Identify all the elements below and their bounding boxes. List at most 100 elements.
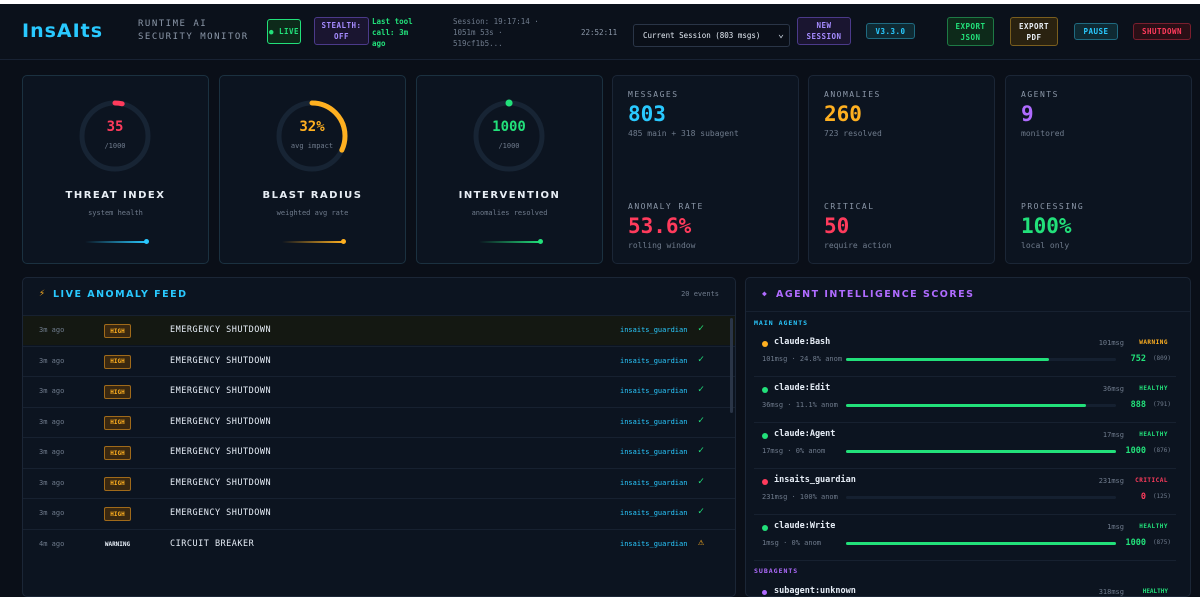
agent-row[interactable]: claude:Edit 36msg HEALTHY 36msg · 11.1% ano… xyxy=(754,379,1176,423)
feed-row[interactable]: 3m ago HIGH EMERGENCY SHUTDOWN insaits_guar… xyxy=(23,437,735,467)
agent-score-fill xyxy=(846,542,1116,545)
header-bar: InsAIts RUNTIME AI SECURITY MONITOR ● LI… xyxy=(0,4,1200,60)
feed-row-event: EMERGENCY SHUTDOWN xyxy=(170,508,272,518)
anomaly-rate-label: ANOMALY RATE xyxy=(628,202,704,211)
severity-badge: HIGH xyxy=(104,507,131,521)
feed-row[interactable]: 3m ago HIGH EMERGENCY SHUTDOWN insaits_guar… xyxy=(23,498,735,528)
agent-row[interactable]: claude:Bash 101msg WARNING 101msg · 24.8% a… xyxy=(754,333,1176,377)
anomaly-feed-title: LIVE ANOMALY FEED xyxy=(53,289,188,300)
agent-meta: 36msg · 11.1% anom xyxy=(762,401,838,409)
feed-row[interactable]: 3m ago HIGH EMERGENCY SHUTDOWN insaits_guar… xyxy=(23,345,735,376)
stealth-toggle-button[interactable]: STEALTH: OFF xyxy=(314,17,369,45)
subagent-row[interactable]: subagent:unknown 318msg HEALTHY xyxy=(754,582,1176,596)
agent-status-dot xyxy=(762,479,768,485)
blast-radius-title: BLAST RADIUS xyxy=(262,190,363,201)
pause-button[interactable]: PAUSE xyxy=(1074,23,1118,40)
anomaly-rate-value: 53.6% xyxy=(628,214,692,238)
messages-sub: 485 main + 318 subagent xyxy=(628,129,739,138)
agent-msgs: 101msg xyxy=(1098,339,1124,347)
check-icon: ✓ xyxy=(698,384,705,395)
intervention-sub: /1000 xyxy=(498,142,520,150)
feed-row-event: EMERGENCY SHUTDOWN xyxy=(170,447,272,457)
agent-status: HEALTHY xyxy=(1139,523,1168,530)
app-subtitle: RUNTIME AI SECURITY MONITOR xyxy=(138,18,249,44)
check-icon: ✓ xyxy=(698,506,705,517)
feed-row-source[interactable]: insaits_guardian xyxy=(620,448,688,456)
intervention-desc: anomalies resolved xyxy=(471,209,548,217)
feed-row-source[interactable]: insaits_guardian xyxy=(620,356,688,365)
anomalies-value: 260 xyxy=(824,102,862,126)
shutdown-button[interactable]: SHUTDOWN xyxy=(1133,23,1191,40)
check-icon: ✓ xyxy=(698,414,705,426)
intervention-value: 1000 xyxy=(492,119,526,135)
anomaly-feed-panel: ⚡ LIVE ANOMALY FEED 20 events 3m ago HIGH… xyxy=(22,277,736,597)
agent-status: HEALTHY xyxy=(1139,431,1168,438)
feed-row-time: 3m ago xyxy=(39,417,65,426)
feed-row[interactable]: 3m ago HIGH EMERGENCY SHUTDOWN insaits_guar… xyxy=(23,406,735,437)
severity-badge: HIGH xyxy=(104,446,131,460)
feed-row-source[interactable]: insaits_guardian xyxy=(620,387,688,395)
agent-meta: 1msg · 0% anom xyxy=(762,539,822,547)
severity-badge: HIGH xyxy=(104,415,131,430)
agent-status: HEALTHY xyxy=(1139,385,1168,392)
feed-row[interactable]: 4m ago WARNING CIRCUIT BREAKER insaits_guar… xyxy=(23,528,735,559)
gauge-track xyxy=(473,100,545,172)
severity-badge: HIGH xyxy=(104,324,131,338)
feed-row-time: 3m ago xyxy=(39,478,65,487)
agent-status: CRITICAL xyxy=(1135,477,1168,484)
session-select-value: Current Session (803 msgs) xyxy=(643,31,761,40)
anomaly-rate-sub: rolling window xyxy=(628,241,696,250)
threat-index-sub: /1000 xyxy=(104,142,126,150)
agent-score: 1000 xyxy=(1125,446,1146,456)
agent-row[interactable]: claude:Agent 17msg HEALTHY 17msg · 0% anom 1… xyxy=(754,425,1176,469)
feed-row-source[interactable]: insaits_guardian xyxy=(620,326,688,334)
blast-radius-card: 32% avg impact BLAST RADIUS weighted avg… xyxy=(219,75,406,264)
agent-score-history: (125) xyxy=(1152,493,1171,500)
agent-name: claude:Write xyxy=(774,521,836,531)
feed-row[interactable]: 3m ago HIGH EMERGENCY SHUTDOWN insaits_guar… xyxy=(23,467,735,498)
agent-msgs: 17msg xyxy=(1102,431,1124,439)
feed-row[interactable]: 3m ago HIGH EMERGENCY SHUTDOWN insaits_guar… xyxy=(23,315,735,345)
feed-row-source[interactable]: insaits_guardian xyxy=(620,417,688,426)
feed-scrollbar[interactable] xyxy=(730,318,733,413)
feed-row-event: EMERGENCY SHUTDOWN xyxy=(170,416,272,427)
version-badge: V3.3.0 xyxy=(866,23,915,39)
top-border xyxy=(0,0,1200,4)
feed-row-source[interactable]: insaits_guardian xyxy=(620,509,688,517)
subtitle-line-2: SECURITY MONITOR xyxy=(138,32,249,42)
agent-meta: 17msg · 0% anom xyxy=(762,447,826,455)
agent-row[interactable]: insaits_guardian 231msg CRITICAL 231msg · 1… xyxy=(754,471,1176,515)
feed-row-event: CIRCUIT BREAKER xyxy=(170,538,255,549)
agent-score: 1000 xyxy=(1125,538,1146,548)
export-pdf-button[interactable]: EXPORT PDF xyxy=(1010,17,1058,46)
feed-row-time: 3m ago xyxy=(39,356,65,365)
check-icon: ✓ xyxy=(698,353,705,365)
processing-label: PROCESSING xyxy=(1021,202,1085,211)
processing-sub: local only xyxy=(1021,241,1070,250)
session-select[interactable]: Current Session (803 msgs) ⌄ xyxy=(633,24,790,47)
feed-row-source[interactable]: insaits_guardian xyxy=(620,539,688,548)
agent-score-bar xyxy=(846,542,1116,545)
intervention-title: INTERVENTION xyxy=(458,190,561,201)
check-icon: ✓ xyxy=(698,445,705,456)
agent-score-bar xyxy=(846,358,1116,361)
agent-score-bar xyxy=(846,496,1116,499)
feed-row-time: 3m ago xyxy=(39,509,65,517)
agent-row[interactable]: claude:Write 1msg HEALTHY 1msg · 0% anom 100… xyxy=(754,517,1176,561)
agent-score-fill xyxy=(846,404,1086,407)
agent-status-dot xyxy=(762,387,768,393)
lightning-icon: ⚡ xyxy=(39,288,46,299)
agent-msgs: 231msg xyxy=(1098,477,1124,485)
feed-row-time: 3m ago xyxy=(39,387,65,395)
feed-row[interactable]: 3m ago HIGH EMERGENCY SHUTDOWN insaits_guar… xyxy=(23,376,735,406)
new-session-button[interactable]: NEW SESSION xyxy=(797,17,851,45)
gauge-track xyxy=(79,100,151,172)
anomalies-sub: 723 resolved xyxy=(824,129,882,138)
intervention-indicator xyxy=(479,239,543,244)
feed-row-source[interactable]: insaits_guardian xyxy=(620,478,688,487)
agent-scores-title: AGENT INTELLIGENCE SCORES xyxy=(776,289,975,300)
blast-radius-value: 32% xyxy=(299,119,325,135)
gauge-ring xyxy=(79,100,151,172)
check-icon: ✓ xyxy=(698,323,705,334)
export-json-button[interactable]: EXPORT JSON xyxy=(947,17,994,46)
